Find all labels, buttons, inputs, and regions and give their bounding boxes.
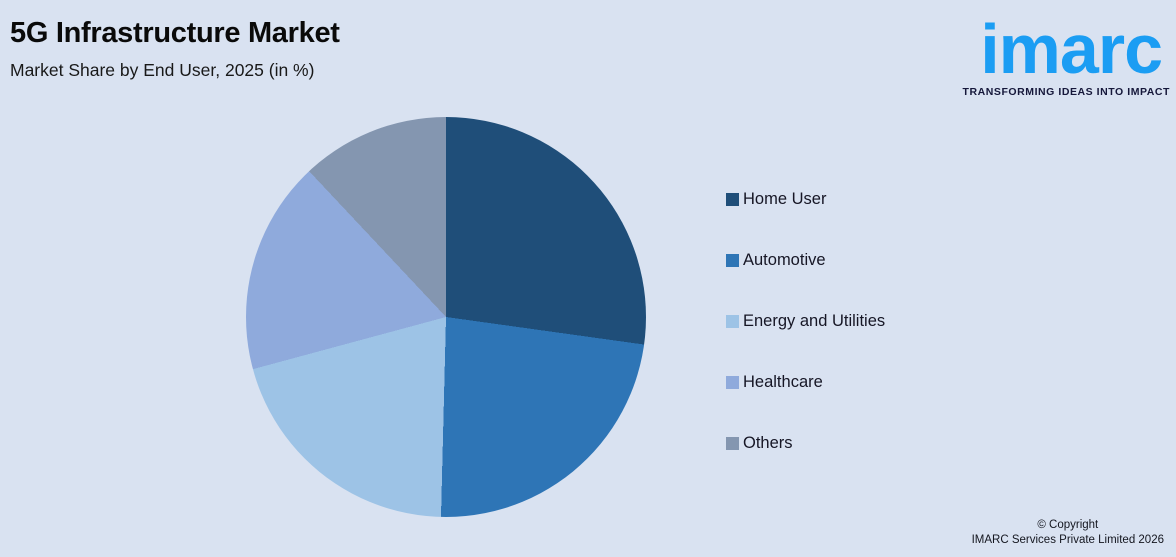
legend-item-others: Others <box>726 433 885 453</box>
imarc-logo-tagline: TRANSFORMING IDEAS INTO IMPACT <box>962 86 1170 98</box>
chart-legend: Home User Automotive Energy and Utilities H… <box>726 189 885 453</box>
imarc-logo-wordmark: imarc <box>980 10 1163 88</box>
imarc-logo: imarc TRANSFORMING IDEAS INTO IMPACT <box>930 0 1170 98</box>
page-subtitle: Market Share by End User, 2025 (in %) <box>10 60 315 80</box>
legend-item-automotive: Automotive <box>726 250 885 270</box>
copyright-notice: © Copyright IMARC Services Private Limit… <box>972 518 1164 548</box>
page-title: 5G Infrastructure Market <box>10 17 340 49</box>
legend-label-home-user: Home User <box>743 189 827 208</box>
copyright-line2: IMARC Services Private Limited 2026 <box>971 534 1164 546</box>
copyright-line1: © Copyright <box>1037 519 1099 531</box>
pie-chart <box>246 117 646 517</box>
legend-item-energy-and-utilities: Energy and Utilities <box>726 311 885 331</box>
legend-swatch-energy-and-utilities <box>726 314 739 328</box>
legend-label-healthcare: Healthcare <box>743 372 823 391</box>
legend-label-others: Others <box>743 433 793 452</box>
legend-swatch-others <box>726 436 739 450</box>
legend-swatch-automotive <box>726 253 739 267</box>
legend-item-healthcare: Healthcare <box>726 372 885 392</box>
legend-label-automotive: Automotive <box>743 250 826 269</box>
legend-swatch-home-user <box>726 192 739 206</box>
legend-label-energy-and-utilities: Energy and Utilities <box>743 311 886 330</box>
legend-item-home-user: Home User <box>726 189 885 209</box>
legend-swatch-healthcare <box>726 375 739 389</box>
